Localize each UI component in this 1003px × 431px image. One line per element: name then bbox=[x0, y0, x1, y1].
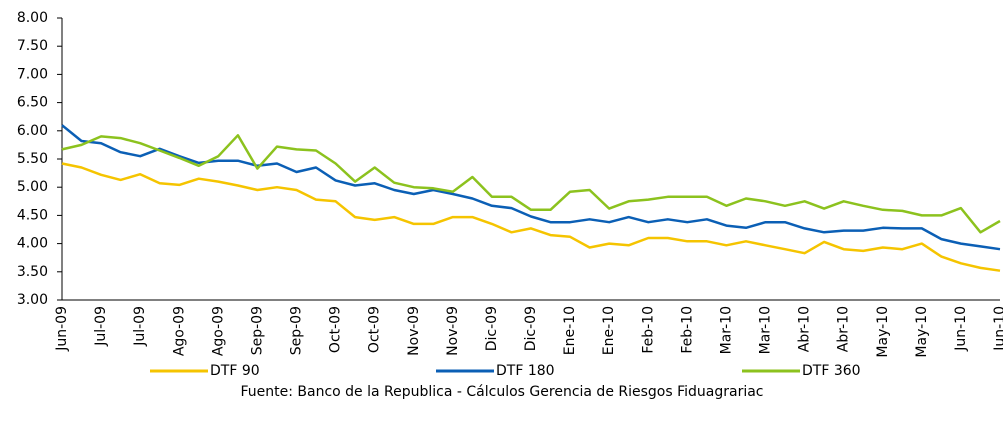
x-tick-label: Ago-09 bbox=[171, 306, 187, 356]
source-note: Fuente: Banco de la Republica - Cálculos… bbox=[240, 384, 763, 400]
x-tick-label: Ago-09 bbox=[210, 306, 226, 356]
x-tick-label: Nov-09 bbox=[406, 306, 422, 356]
x-tick-label: Ene-10 bbox=[562, 306, 578, 355]
legend-label: DTF 360 bbox=[802, 363, 861, 379]
series-line bbox=[61, 162, 1001, 272]
y-tick-label: 7.50 bbox=[17, 38, 48, 54]
x-tick-label: Jun-09 bbox=[54, 306, 70, 352]
y-tick-label: 7.00 bbox=[17, 66, 48, 82]
y-tick-label: 6.50 bbox=[17, 95, 48, 111]
x-tick-label: Mar-10 bbox=[718, 306, 734, 354]
x-tick-label: Abr-10 bbox=[797, 306, 813, 352]
x-tick-label: Nov-09 bbox=[445, 306, 461, 356]
y-tick-label: 4.50 bbox=[17, 207, 48, 223]
y-tick-label: 5.00 bbox=[17, 179, 48, 195]
x-tick-label: Sep-09 bbox=[289, 306, 305, 355]
x-tick-label: Mar-10 bbox=[758, 306, 774, 354]
x-tick-label: Dic-09 bbox=[523, 306, 539, 351]
legend-label: DTF 90 bbox=[210, 363, 260, 379]
x-tick-label: Abr-10 bbox=[836, 306, 852, 352]
y-tick-label: 8.00 bbox=[17, 10, 48, 26]
x-tick-label: Jun-10 bbox=[992, 306, 1003, 352]
series-line bbox=[61, 124, 1001, 251]
x-tick-label: Feb-10 bbox=[679, 306, 695, 354]
x-tick-label: Oct-09 bbox=[367, 306, 383, 353]
x-tick-label: May-10 bbox=[914, 306, 930, 358]
y-tick-label: 4.00 bbox=[17, 236, 48, 252]
y-tick-label: 6.00 bbox=[17, 123, 48, 139]
x-tick-label: Dic-09 bbox=[484, 306, 500, 351]
y-tick-label: 5.50 bbox=[17, 151, 48, 167]
x-tick-label: Oct-09 bbox=[328, 306, 344, 353]
y-tick-label: 3.50 bbox=[17, 264, 48, 280]
x-tick-label: Jun-10 bbox=[953, 306, 969, 352]
x-tick-label: Sep-09 bbox=[249, 306, 265, 355]
x-tick-label: Jul-09 bbox=[132, 306, 148, 347]
x-tick-label: May-10 bbox=[875, 306, 891, 358]
legend-label: DTF 180 bbox=[496, 363, 555, 379]
x-tick-label: Jul-09 bbox=[93, 306, 109, 347]
x-tick-label: Ene-10 bbox=[601, 306, 617, 355]
x-tick-label: Feb-10 bbox=[640, 306, 656, 354]
series-line bbox=[61, 134, 1001, 234]
y-tick-label: 3.00 bbox=[17, 292, 48, 308]
